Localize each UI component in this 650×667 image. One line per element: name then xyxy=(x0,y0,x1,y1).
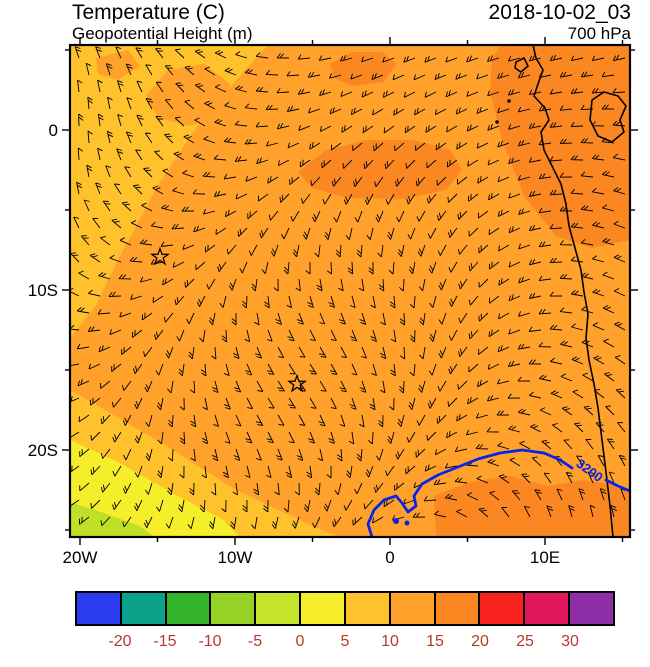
temperature-region-upper-left-patch-a xyxy=(146,64,230,126)
colorbar-cell-2 xyxy=(166,593,212,624)
colorbar-cell-4 xyxy=(256,593,302,624)
temperature-region-right-band xyxy=(490,45,630,248)
temperature-region-bottom-left-yellow xyxy=(70,440,240,537)
plot-border xyxy=(68,43,632,539)
star-marker xyxy=(287,373,307,393)
axis-ticks xyxy=(62,37,638,545)
wind-barbs xyxy=(70,46,627,530)
x-tick-label: 20W xyxy=(63,548,98,567)
colorbar-cell-5 xyxy=(301,593,346,624)
colorbar-cell-10 xyxy=(525,593,571,624)
x-tick-label: 10W xyxy=(218,548,253,567)
colorbar-cell-0 xyxy=(77,593,122,624)
star-marker xyxy=(150,246,170,266)
temperature-region-upper-left-band xyxy=(70,45,268,338)
colorbar-cell-7 xyxy=(390,593,436,624)
plot-title: Temperature (C) xyxy=(72,1,225,24)
colorbar-cell-9 xyxy=(480,593,526,624)
colorbar xyxy=(75,591,615,626)
y-tick-label: 20S xyxy=(28,441,58,460)
coastline xyxy=(495,45,627,537)
x-tick-label: 10E xyxy=(530,548,560,567)
temperature-region-bottom-left-corner xyxy=(70,502,154,537)
colorbar-cell-11 xyxy=(570,593,613,624)
x-tick-label: 0 xyxy=(385,548,394,567)
plot-level: 700 hPa xyxy=(567,24,631,43)
temperature-region-top-center-patch xyxy=(330,52,396,86)
colorbar-cell-1 xyxy=(121,593,167,624)
colorbar-cell-3 xyxy=(211,593,257,624)
colorbar-cell-6 xyxy=(345,593,391,624)
height-contour-3200 xyxy=(366,448,630,537)
colorbar-cell-8 xyxy=(435,593,481,624)
map-area: 3200 xyxy=(70,45,630,537)
plot-datetime: 2018-10-02_03 xyxy=(488,1,631,24)
temperature-region-bottom-right-patch xyxy=(434,476,630,537)
temperature-region-mid-patch xyxy=(298,140,462,199)
y-tick-label: 0 xyxy=(49,121,58,140)
temperature-region-upper-left-patch-b xyxy=(96,50,140,80)
y-tick-label: 10S xyxy=(28,281,58,300)
plot-subtitle: Geopotential Height (m) xyxy=(72,24,253,43)
